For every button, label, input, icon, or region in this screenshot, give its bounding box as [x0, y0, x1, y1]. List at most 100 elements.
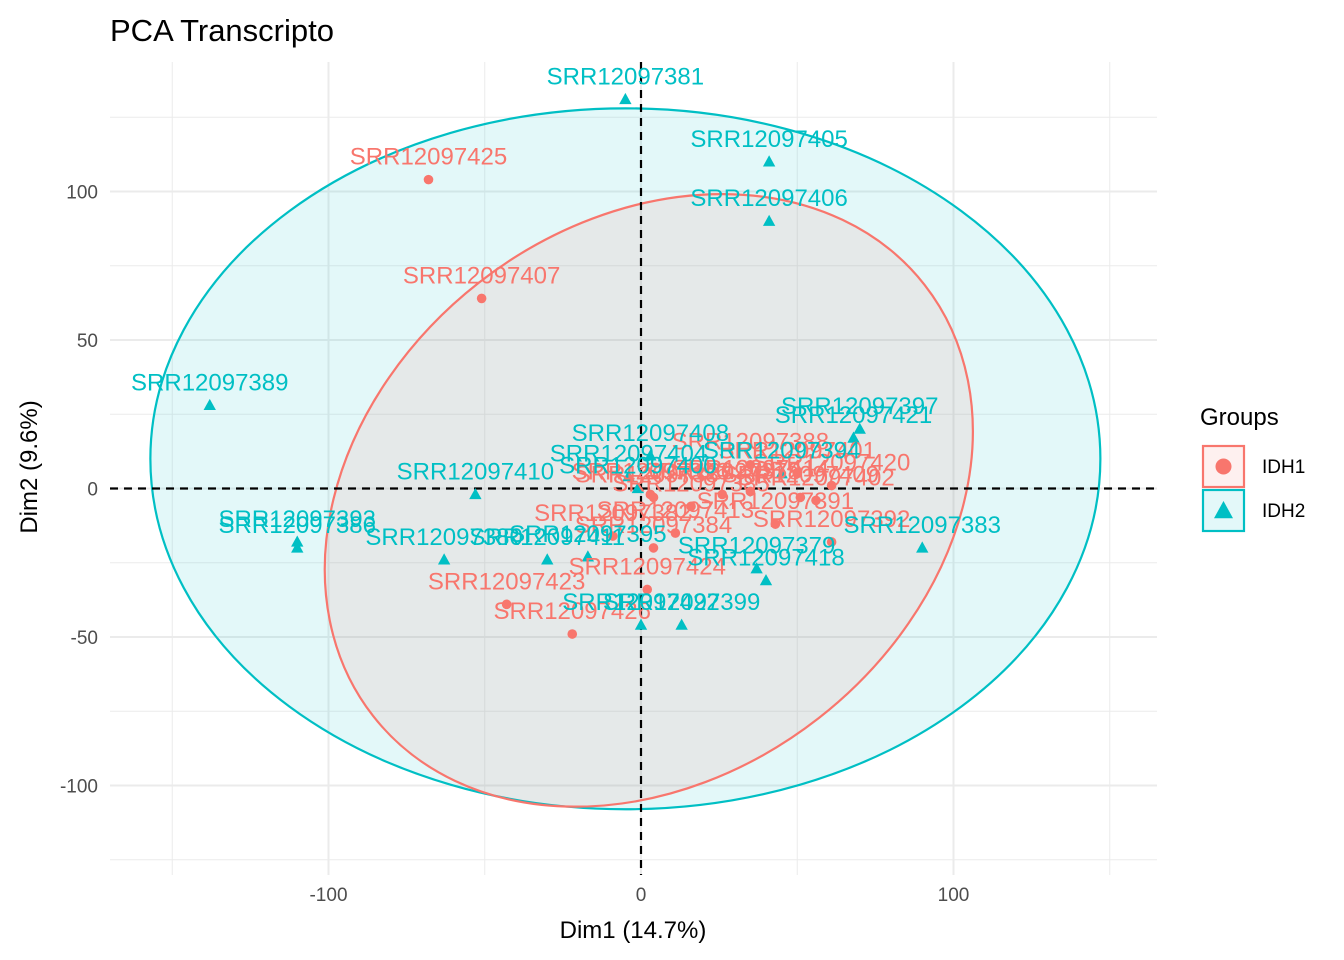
point-label: SRR12097408: [572, 420, 729, 447]
data-point: [795, 492, 806, 503]
data-point: [675, 618, 688, 630]
data-point: [916, 541, 929, 553]
x-tick-label: 100: [938, 885, 970, 906]
data-point: [608, 531, 618, 541]
point-label: SRR12097378: [644, 458, 801, 485]
point-label: SRR12097409: [722, 461, 879, 488]
y-axis-title: Dim2 (9.6%): [16, 400, 43, 533]
point-label: SRR12097413: [597, 497, 754, 524]
data-point: [826, 537, 837, 547]
point-label: SRR12097410: [397, 458, 554, 485]
data-point: [437, 553, 451, 565]
point-label: SRR12097407: [403, 262, 560, 289]
point-label: SRR12097399: [603, 589, 760, 616]
point-label: SRR12097395: [509, 521, 666, 548]
data-point: [634, 618, 648, 630]
point-label: SRR12097404: [550, 441, 707, 468]
data-point: [476, 293, 487, 304]
data-point: [770, 519, 781, 529]
point-label: SRR12097382: [534, 500, 691, 527]
point-label: SRR12097393: [219, 506, 376, 533]
point-label: SRR12097380: [365, 524, 522, 551]
data-point: [291, 535, 304, 547]
point-label: SRR12097426: [494, 598, 651, 625]
data-point: [811, 495, 821, 506]
data-point: [670, 528, 681, 538]
point-label: SRR12097405: [690, 126, 847, 153]
chart-title: PCA Transcripto: [110, 13, 334, 48]
legend: Groups IDH1 IDH2: [1200, 404, 1305, 533]
data-point: [648, 543, 659, 553]
point-label: SRR12097379: [678, 533, 835, 560]
data-point: [291, 541, 304, 553]
point-label: SRR12097385: [612, 470, 769, 497]
point-label: SRR12097401: [719, 438, 876, 465]
data-point: [501, 599, 512, 610]
data-point: [759, 574, 773, 586]
y-tick-label: 100: [66, 183, 98, 204]
data-point: [644, 449, 657, 461]
confidence-ellipse-idh1: [323, 193, 974, 808]
data-point: [745, 486, 756, 497]
x-axis-title: Dim1 (14.7%): [560, 917, 707, 944]
point-label: SRR12097388: [672, 429, 829, 456]
point-label: SRR12097424: [569, 553, 726, 580]
point-label: SRR12097414: [672, 455, 829, 482]
point-label: SRR12097425: [350, 144, 507, 171]
point-label: SRR12097386: [219, 512, 376, 539]
legend-marker-triangle: [1214, 501, 1233, 519]
x-tick-label: 0: [636, 885, 647, 906]
data-point: [581, 550, 595, 562]
data-point: [622, 470, 635, 482]
point-label: SRR12097391: [697, 488, 854, 515]
point-label: SRR12097418: [687, 545, 844, 572]
data-point: [567, 629, 578, 639]
x-tick-label: -100: [309, 885, 347, 906]
data-point: [826, 480, 837, 491]
data-point: [775, 467, 788, 479]
legend-label: IDH1: [1262, 457, 1305, 478]
data-point: [648, 492, 659, 503]
data-point: [469, 487, 482, 500]
point-label: SRR12097384: [575, 512, 732, 539]
data-point: [631, 482, 645, 494]
data-point: [686, 501, 696, 512]
point-label: SRR12097406: [690, 185, 847, 212]
point-label: SRR12097381: [547, 63, 704, 90]
point-label: SRR12097421: [775, 402, 932, 429]
data-point: [762, 155, 776, 167]
data-point: [745, 459, 756, 470]
point-label: SRR12097420: [753, 450, 910, 477]
data-point: [541, 553, 554, 565]
data-point: [203, 398, 216, 411]
point-label: SRR12097397: [781, 393, 938, 420]
data-point: [750, 562, 763, 574]
confidence-ellipse-idh2: [149, 107, 1102, 811]
y-tick-label: -100: [60, 777, 98, 798]
plot-area: SRR12097425SRR12097407SRR12097423SRR1209…: [110, 62, 1157, 875]
data-point: [762, 214, 776, 226]
point-label: SRR12097400: [559, 453, 716, 480]
point-label: SRR12097394: [703, 438, 860, 465]
data-point: [423, 174, 434, 185]
point-label: SRR12097383: [844, 512, 1001, 539]
data-point: [792, 468, 803, 479]
legend-title: Groups: [1200, 404, 1279, 431]
y-tick-label: 0: [87, 480, 98, 501]
y-tick-label: 50: [77, 331, 98, 352]
legend-label: IDH2: [1262, 501, 1305, 522]
point-label: SRR12097422: [562, 589, 719, 616]
point-label: SRR12097402: [737, 464, 894, 491]
data-point: [853, 422, 866, 434]
data-point: [619, 92, 632, 105]
y-tick-label: -50: [71, 628, 98, 649]
point-label: SRR12097387: [575, 461, 732, 488]
data-point: [847, 431, 860, 443]
data-point: [717, 489, 728, 500]
legend-marker-circle: [1215, 458, 1232, 475]
data-point: [642, 584, 653, 595]
point-label: SRR12097389: [131, 369, 288, 396]
point-label: SRR12097423: [428, 568, 585, 595]
point-label: SRR12097411: [469, 524, 625, 551]
